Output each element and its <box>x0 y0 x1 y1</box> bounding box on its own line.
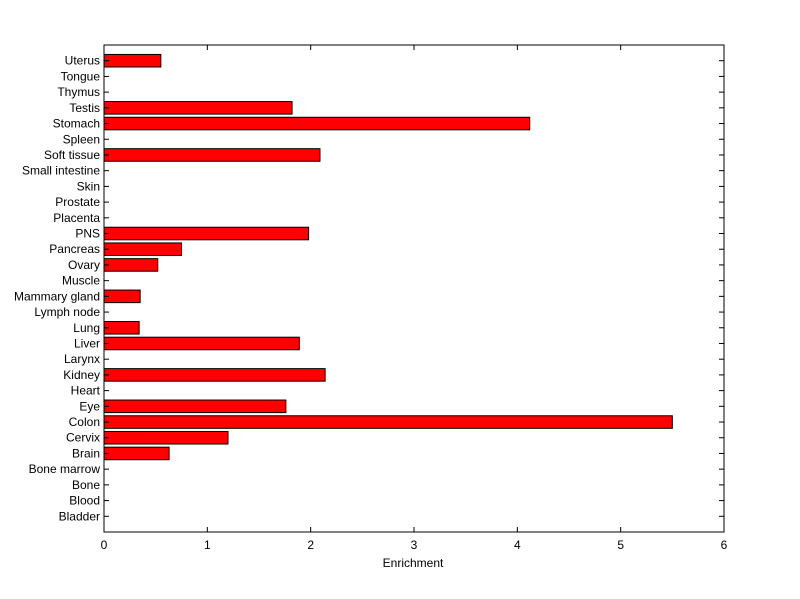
x-tick-label: 0 <box>101 538 108 552</box>
x-axis-title: Enrichment <box>383 556 444 570</box>
y-tick-label: Colon <box>69 415 100 429</box>
x-tick-label: 4 <box>514 538 521 552</box>
bar-colon <box>103 415 673 429</box>
bar-cervix <box>103 430 229 445</box>
bar-mammary-gland <box>103 289 141 304</box>
y-tick-label: Liver <box>74 336 100 350</box>
y-tick-label: Blood <box>69 494 100 508</box>
y-tick-label: Pancreas <box>49 242 100 256</box>
y-tick-label: Kidney <box>63 368 100 382</box>
y-tick-label: Heart <box>71 384 101 398</box>
y-tick-label: Ovary <box>68 258 100 272</box>
plot-frame <box>103 44 725 533</box>
y-tick-label: Spleen <box>63 132 100 146</box>
y-tick-label: Bone <box>72 478 100 492</box>
x-tick-label: 3 <box>411 538 418 552</box>
y-tick-label: Bladder <box>59 509 100 523</box>
y-tick-label: Stomach <box>53 117 100 131</box>
bar-eye <box>103 399 287 414</box>
y-tick-label: Placenta <box>53 211 100 225</box>
bar-testis <box>103 101 293 115</box>
y-tick-label: Eye <box>79 399 100 413</box>
y-tick-label: Small intestine <box>22 164 100 178</box>
bar-stomach <box>103 116 531 131</box>
y-tick-label: Prostate <box>55 195 100 209</box>
y-tick-label: Cervix <box>66 431 100 445</box>
y-tick-label: Testis <box>69 101 100 115</box>
x-tick-label: 5 <box>617 538 624 552</box>
y-tick-label: Soft tissue <box>44 148 100 162</box>
x-tick-label: 6 <box>721 538 728 552</box>
y-tick-label: PNS <box>75 227 100 241</box>
bar-uterus <box>103 53 162 68</box>
y-tick-label: Bone marrow <box>29 462 101 476</box>
bar-pns <box>103 226 310 241</box>
y-tick-label: Brain <box>72 446 100 460</box>
bar-pancreas <box>103 242 182 257</box>
bar-kidney <box>103 368 326 382</box>
x-tick-label: 2 <box>307 538 314 552</box>
bar-ovary <box>103 258 159 272</box>
bar-liver <box>103 336 300 351</box>
y-tick-label: Muscle <box>62 274 100 288</box>
y-tick-label: Skin <box>77 179 100 193</box>
y-tick-label: Uterus <box>65 54 100 68</box>
bar-soft-tissue <box>103 148 321 162</box>
y-tick-label: Tongue <box>61 69 101 83</box>
y-tick-label: Larynx <box>64 352 100 366</box>
y-tick-label: Thymus <box>57 85 100 99</box>
bar-brain <box>103 446 170 461</box>
x-tick-label: 1 <box>204 538 211 552</box>
y-tick-label: Lymph node <box>34 305 100 319</box>
y-tick-label: Lung <box>73 321 100 335</box>
y-tick-label: Mammary gland <box>14 289 100 303</box>
bar-lung <box>103 320 140 335</box>
